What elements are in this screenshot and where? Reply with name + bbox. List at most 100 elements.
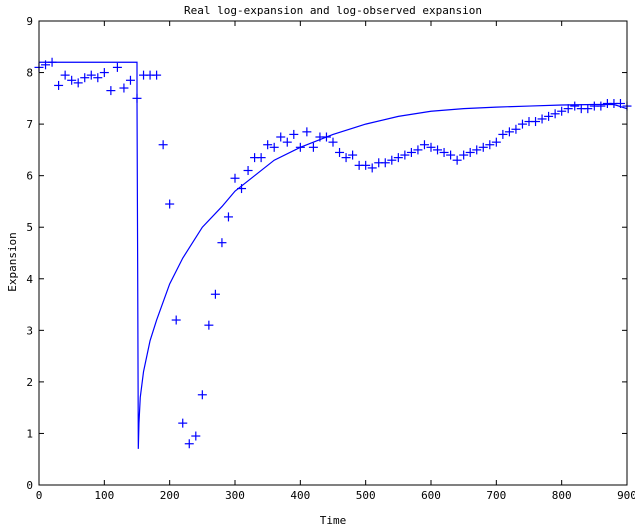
data-point-marker: [210, 289, 220, 299]
data-point-marker: [54, 80, 64, 90]
data-point-marker: [537, 114, 547, 124]
data-point-marker: [459, 150, 469, 160]
data-point-marker: [308, 142, 318, 152]
data-point-marker: [73, 78, 83, 88]
x-tick-label: 300: [225, 489, 245, 502]
data-point-marker: [112, 62, 122, 72]
data-point-marker: [563, 104, 573, 114]
data-point-marker: [99, 68, 109, 78]
data-point-marker: [321, 132, 331, 142]
data-point-marker: [341, 153, 351, 163]
data-point-marker: [295, 142, 305, 152]
plot-area: [34, 57, 632, 449]
data-point-marker: [478, 142, 488, 152]
y-tick-label: 3: [26, 324, 33, 337]
data-point-marker: [158, 140, 168, 150]
x-axis-label: Time: [320, 514, 347, 527]
data-point-marker: [165, 199, 175, 209]
data-point-marker: [125, 75, 135, 85]
data-point-marker: [426, 142, 436, 152]
data-point-marker: [413, 145, 423, 155]
x-tick-label: 600: [421, 489, 441, 502]
x-tick-label: 700: [486, 489, 506, 502]
x-tick-label: 400: [290, 489, 310, 502]
data-point-marker: [446, 150, 456, 160]
data-point-marker: [171, 315, 181, 325]
data-point-marker: [406, 147, 416, 157]
x-tick-label: 200: [160, 489, 180, 502]
y-tick-label: 8: [26, 67, 33, 80]
x-tick-label: 0: [36, 489, 43, 502]
y-tick-label: 5: [26, 221, 33, 234]
y-axis-ticks: 0 1 2 3 4 5 6 7 8 9: [26, 15, 627, 492]
data-point-marker: [596, 101, 606, 111]
data-point-marker: [217, 238, 227, 248]
series-line: [39, 61, 628, 449]
data-point-marker: [282, 137, 292, 147]
data-point-marker: [302, 127, 312, 137]
x-tick-label: 100: [94, 489, 114, 502]
data-point-marker: [237, 184, 247, 194]
data-point-marker: [491, 137, 501, 147]
data-point-marker: [204, 320, 214, 330]
data-point-marker: [86, 70, 96, 80]
data-point-marker: [465, 147, 475, 157]
data-point-marker: [328, 137, 338, 147]
data-point-marker: [419, 140, 429, 150]
x-axis-ticks: 0 100 200 300 400 500 600 700 800 900: [36, 21, 635, 502]
data-point-marker: [60, 70, 70, 80]
data-point-marker: [615, 98, 625, 108]
data-point-marker: [557, 106, 567, 116]
data-point-marker: [47, 57, 57, 67]
data-point-marker: [106, 86, 116, 96]
data-point-marker: [191, 431, 201, 441]
data-point-marker: [197, 390, 207, 400]
data-point-marker: [335, 147, 345, 157]
data-point-marker: [119, 83, 129, 93]
data-point-marker: [289, 129, 299, 139]
data-point-marker: [269, 142, 279, 152]
y-tick-label: 0: [26, 479, 33, 492]
data-point-marker: [498, 129, 508, 139]
data-point-marker: [178, 418, 188, 428]
y-tick-label: 4: [26, 273, 33, 286]
data-point-marker: [276, 132, 286, 142]
data-point-marker: [583, 104, 593, 114]
data-point-marker: [184, 439, 194, 449]
data-point-marker: [433, 145, 443, 155]
y-tick-label: 2: [26, 376, 33, 389]
x-tick-label: 900: [617, 489, 635, 502]
x-tick-label: 500: [356, 489, 376, 502]
data-point-marker: [517, 119, 527, 129]
data-point-marker: [67, 75, 77, 85]
data-point-marker: [243, 166, 253, 176]
data-point-marker: [531, 117, 541, 127]
data-point-marker: [393, 153, 403, 163]
data-point-marker: [93, 73, 103, 83]
data-point-marker: [380, 158, 390, 168]
data-point-marker: [511, 124, 521, 134]
y-tick-label: 1: [26, 427, 33, 440]
y-axis-label: Expansion: [6, 232, 19, 292]
x-tick-label: 800: [552, 489, 572, 502]
y-tick-label: 7: [26, 118, 33, 131]
data-point-marker: [485, 140, 495, 150]
data-point-marker: [152, 70, 162, 80]
y-tick-label: 9: [26, 15, 33, 28]
data-point-marker: [544, 111, 554, 121]
y-tick-label: 6: [26, 170, 33, 183]
data-point-marker: [439, 147, 449, 157]
data-point-marker: [41, 60, 51, 70]
data-point-marker: [472, 145, 482, 155]
data-point-marker: [570, 101, 580, 111]
data-point-marker: [80, 73, 90, 83]
data-point-marker: [348, 150, 358, 160]
data-point-marker: [550, 109, 560, 119]
data-point-marker: [400, 150, 410, 160]
data-point-marker: [230, 173, 240, 183]
plot-frame: [38, 20, 628, 486]
data-point-marker: [504, 127, 514, 137]
data-point-marker: [263, 140, 273, 150]
data-point-marker: [452, 155, 462, 165]
